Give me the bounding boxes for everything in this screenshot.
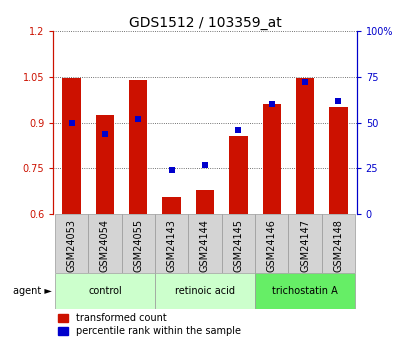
Bar	[254, 214, 288, 273]
Text: GSM24144: GSM24144	[200, 219, 209, 272]
Text: trichostatin A: trichostatin A	[272, 286, 337, 296]
Text: GSM24143: GSM24143	[166, 219, 176, 272]
Text: GSM24055: GSM24055	[133, 219, 143, 272]
Bar	[288, 214, 321, 273]
Bar	[262, 104, 280, 214]
Point	[101, 131, 108, 136]
Bar	[62, 78, 81, 214]
Bar	[162, 197, 180, 214]
Point	[301, 80, 308, 85]
Point	[334, 98, 341, 104]
Bar	[221, 214, 254, 273]
Bar	[321, 214, 354, 273]
Bar	[96, 115, 114, 214]
Bar	[88, 214, 121, 273]
Text: GSM24147: GSM24147	[299, 219, 309, 272]
Bar	[55, 214, 88, 273]
Bar	[121, 214, 155, 273]
Text: agent ►: agent ►	[13, 286, 52, 296]
Text: GSM24053: GSM24053	[67, 219, 76, 272]
Point	[168, 167, 175, 173]
Bar	[188, 214, 221, 273]
Bar	[328, 107, 347, 214]
Text: GSM24054: GSM24054	[100, 219, 110, 272]
Text: GSM24148: GSM24148	[333, 219, 342, 272]
Bar	[254, 273, 354, 308]
Point	[201, 162, 208, 167]
Bar	[295, 78, 313, 214]
Bar	[196, 190, 213, 214]
Bar	[129, 80, 147, 214]
Point	[68, 120, 75, 125]
Text: retinoic acid: retinoic acid	[175, 286, 234, 296]
Text: GSM24145: GSM24145	[233, 219, 243, 272]
Point	[234, 127, 241, 133]
Bar	[55, 273, 155, 308]
Bar	[155, 214, 188, 273]
Title: GDS1512 / 103359_at: GDS1512 / 103359_at	[128, 16, 281, 30]
Legend: transformed count, percentile rank within the sample: transformed count, percentile rank withi…	[58, 314, 240, 336]
Text: GSM24146: GSM24146	[266, 219, 276, 272]
Point	[135, 116, 141, 122]
Bar	[229, 136, 247, 214]
Text: control: control	[88, 286, 121, 296]
Bar	[155, 273, 254, 308]
Point	[268, 101, 274, 107]
